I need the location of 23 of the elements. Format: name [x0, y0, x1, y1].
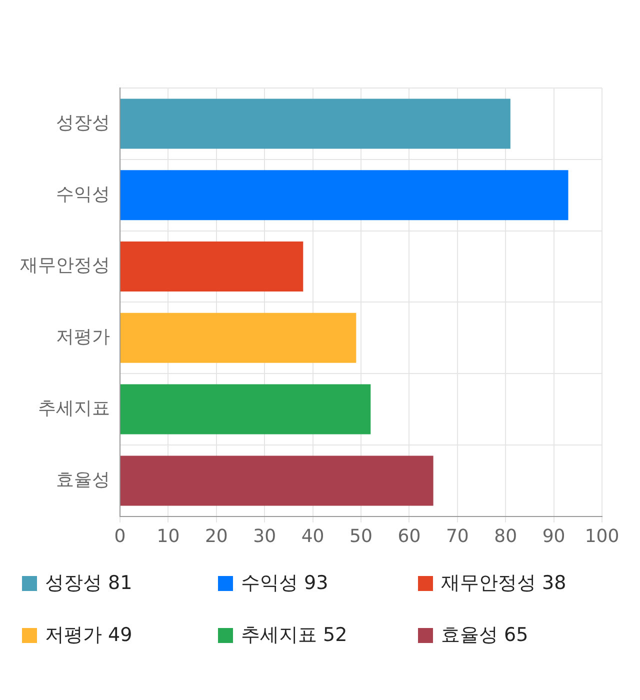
- x-tick-label: 80: [494, 526, 518, 547]
- category-label: 저평가 49: [45, 624, 132, 646]
- category-label: 추세지표 52: [241, 624, 348, 646]
- x-tick-label: 70: [446, 526, 469, 547]
- x-tick-label: 60: [398, 526, 421, 547]
- y-tick-label: 재무안정성: [20, 255, 110, 276]
- category-label: 효율성 65: [441, 624, 528, 646]
- x-tick-label: 20: [204, 526, 228, 547]
- x-tick-label: 100: [584, 526, 620, 547]
- x-tick-label: 90: [542, 526, 566, 547]
- category-label: 수익성 93: [241, 572, 328, 594]
- x-tick-label: 10: [156, 526, 180, 547]
- y-tick-label: 저평가: [56, 326, 110, 348]
- x-tick-label: 40: [301, 526, 324, 547]
- category-label: 재무안정성 38: [441, 572, 566, 594]
- x-tick-label: 0: [114, 526, 126, 547]
- y-tick-label: 수익성: [56, 184, 110, 205]
- y-tick-label: 추세지표: [38, 398, 110, 419]
- y-tick-label: 성장성: [56, 112, 110, 134]
- category-label: 성장성 81: [45, 572, 132, 594]
- y-tick-label: 효율성: [56, 469, 110, 490]
- x-tick-label: 30: [253, 526, 276, 547]
- x-tick-label: 50: [350, 526, 372, 547]
